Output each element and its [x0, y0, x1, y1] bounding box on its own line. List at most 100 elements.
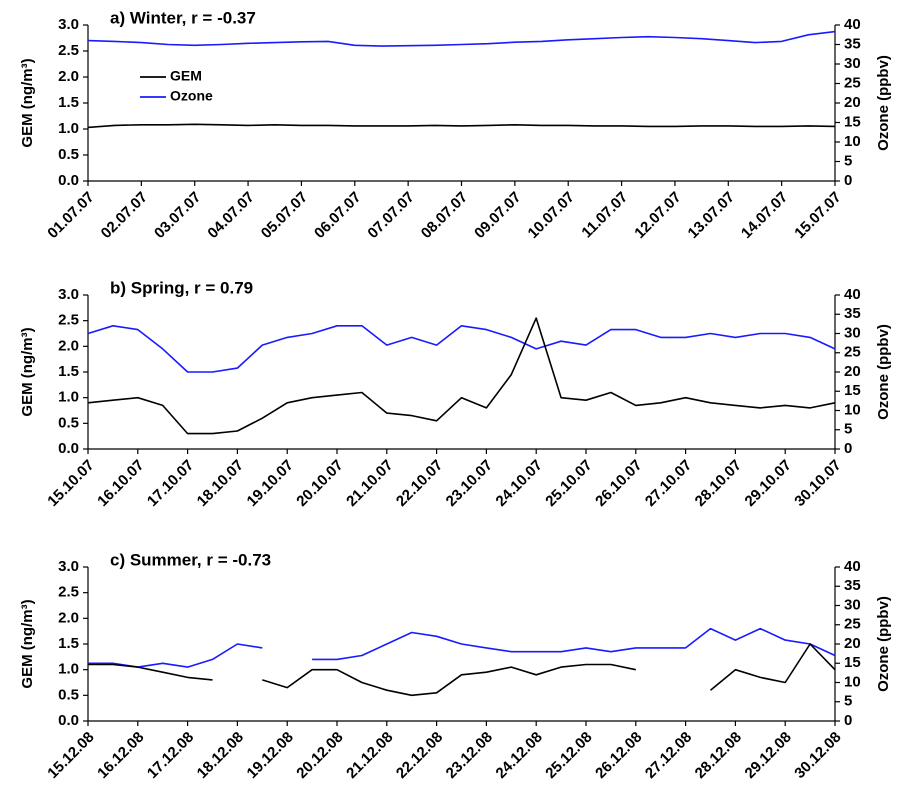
x-tick-label: 17.10.07: [144, 457, 197, 510]
y2-tick-label: 10: [844, 133, 861, 150]
y-tick-label: 1.5: [58, 94, 79, 111]
panel-title: b) Spring, r = 0.79: [110, 278, 253, 297]
x-tick-label: 09.07.07: [471, 189, 524, 242]
x-tick-label: 19.12.08: [244, 729, 297, 782]
x-tick-label: 30.12.08: [791, 729, 844, 782]
y2-tick-label: 10: [844, 401, 861, 418]
x-tick-label: 02.07.07: [98, 189, 151, 242]
x-tick-label: 01.07.07: [44, 189, 97, 242]
x-tick-label: 28.12.08: [692, 729, 745, 782]
y-tick-label: 1.0: [58, 661, 79, 678]
y2-tick-label: 15: [844, 382, 861, 399]
y-tick-label: 0.5: [58, 686, 79, 703]
x-tick-label: 21.10.07: [343, 457, 396, 510]
y-tick-label: 2.5: [58, 584, 79, 601]
y-tick-label: 3.0: [58, 16, 79, 33]
x-tick-label: 14.07.07: [738, 189, 791, 242]
y-tick-label: 2.0: [58, 609, 79, 626]
x-tick-label: 15.12.08: [44, 729, 97, 782]
y-tick-label: 1.0: [58, 389, 79, 406]
x-tick-label: 29.10.07: [742, 457, 795, 510]
y2-tick-label: 35: [844, 35, 861, 52]
y2-tick-label: 35: [844, 577, 861, 594]
y2-tick-label: 25: [844, 74, 861, 91]
y2-axis-title: Ozone (ppbv): [875, 55, 892, 151]
data-line: [87, 325, 836, 373]
y2-tick-label: 30: [844, 596, 861, 613]
x-tick-label: 21.12.08: [343, 729, 396, 782]
y-tick-label: 1.0: [58, 120, 79, 137]
panel-title: a) Winter, r = -0.37: [110, 8, 256, 27]
y2-tick-label: 30: [844, 55, 861, 72]
x-tick-label: 24.10.07: [493, 457, 546, 510]
x-tick-label: 27.12.08: [642, 729, 695, 782]
y2-tick-label: 40: [844, 286, 861, 303]
x-tick-label: 13.07.07: [685, 189, 738, 242]
x-tick-label: 03.07.07: [151, 189, 204, 242]
y2-tick-label: 15: [844, 113, 861, 130]
y2-tick-label: 25: [844, 616, 861, 633]
x-tick-label: 15.07.07: [791, 189, 844, 242]
data-line: [87, 30, 836, 47]
y-tick-label: 0.0: [58, 440, 79, 457]
x-tick-label: 08.07.07: [418, 189, 471, 242]
x-tick-label: 12.07.07: [631, 189, 684, 242]
x-tick-label: 29.12.08: [742, 729, 795, 782]
y2-tick-label: 10: [844, 673, 861, 690]
y2-tick-label: 40: [844, 558, 861, 575]
y2-tick-label: 0: [844, 172, 852, 189]
x-tick-label: 24.12.08: [493, 729, 546, 782]
y2-tick-label: 5: [844, 152, 852, 169]
y2-axis-title: Ozone (ppbv): [875, 324, 892, 420]
panel-title: c) Summer, r = -0.73: [110, 550, 271, 569]
legend-label: GEM: [170, 68, 202, 84]
x-tick-label: 25.12.08: [542, 729, 595, 782]
y-tick-label: 3.0: [58, 286, 79, 303]
x-tick-label: 16.10.07: [94, 457, 147, 510]
y2-axis-title: Ozone (ppbv): [875, 596, 892, 692]
y-tick-label: 2.0: [58, 337, 79, 354]
x-tick-label: 07.07.07: [364, 189, 417, 242]
x-tick-label: 20.10.07: [293, 457, 346, 510]
y-tick-label: 0.0: [58, 172, 79, 189]
y-tick-label: 2.5: [58, 42, 79, 59]
x-tick-label: 04.07.07: [204, 189, 257, 242]
y-axis-title: GEM (ng/m³): [19, 58, 36, 147]
y-axis-title: GEM (ng/m³): [19, 327, 36, 416]
y-tick-label: 1.5: [58, 363, 79, 380]
data-line: [87, 123, 836, 129]
x-tick-label: 06.07.07: [311, 189, 364, 242]
y2-tick-label: 0: [844, 712, 852, 729]
y2-tick-label: 30: [844, 324, 861, 341]
x-tick-label: 20.12.08: [293, 729, 346, 782]
y2-tick-label: 20: [844, 635, 861, 652]
x-tick-label: 11.07.07: [578, 189, 631, 242]
x-tick-label: 26.10.07: [592, 457, 645, 510]
x-tick-label: 19.10.07: [244, 457, 297, 510]
y2-tick-label: 20: [844, 94, 861, 111]
y2-tick-label: 25: [844, 344, 861, 361]
y2-tick-label: 40: [844, 16, 861, 33]
x-tick-label: 17.12.08: [144, 729, 197, 782]
y2-tick-label: 5: [844, 421, 852, 438]
y2-tick-label: 5: [844, 693, 852, 710]
x-tick-label: 30.10.07: [791, 457, 844, 510]
x-tick-label: 23.10.07: [443, 457, 496, 510]
y2-tick-label: 20: [844, 363, 861, 380]
data-line: [87, 317, 836, 435]
y-tick-label: 2.0: [58, 68, 79, 85]
y2-tick-label: 35: [844, 305, 861, 322]
x-tick-label: 25.10.07: [542, 457, 595, 510]
y-tick-label: 1.5: [58, 635, 79, 652]
x-tick-label: 10.07.07: [525, 189, 578, 242]
legend-label: Ozone: [170, 88, 213, 104]
x-tick-label: 18.10.07: [194, 457, 247, 510]
y2-tick-label: 0: [844, 440, 852, 457]
y-tick-label: 0.0: [58, 712, 79, 729]
y-tick-label: 2.5: [58, 312, 79, 329]
y-tick-label: 3.0: [58, 558, 79, 575]
x-tick-label: 26.12.08: [592, 729, 645, 782]
x-tick-label: 05.07.07: [258, 189, 311, 242]
y-tick-label: 0.5: [58, 146, 79, 163]
